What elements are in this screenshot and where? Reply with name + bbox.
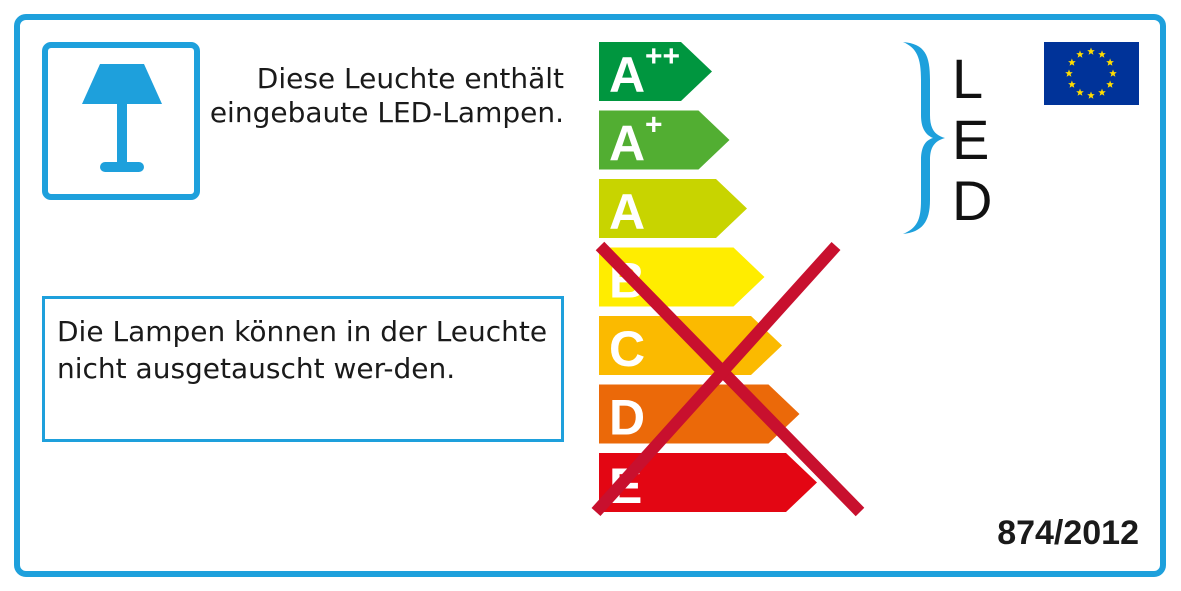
led-letter: E — [952, 108, 990, 171]
class-letter: A — [609, 47, 645, 103]
arrow-shape — [599, 453, 817, 512]
cross-out-mark — [591, 241, 865, 517]
class-superscript: ++ — [645, 40, 680, 73]
regulation-number: 874/2012 — [997, 514, 1139, 552]
class-letter: C — [609, 321, 645, 377]
led-letter: D — [952, 169, 993, 232]
arrow-shape — [599, 42, 712, 101]
intro-text: Diese Leuchte enthält eingebaute LED-Lam… — [209, 62, 564, 129]
class-superscript: + — [645, 109, 663, 142]
star-icon — [1076, 88, 1084, 96]
star-icon — [1068, 80, 1076, 88]
table-lamp-icon — [82, 64, 162, 172]
class-letter: A — [609, 116, 645, 172]
arrow-shape — [599, 110, 730, 170]
star-icon — [1109, 69, 1117, 77]
star-icon — [1068, 58, 1076, 66]
energy-class-arrow: A + — [599, 109, 730, 172]
label-frame — [14, 14, 1166, 577]
arrow-shape — [599, 179, 747, 238]
energy-class-arrow: A — [599, 179, 747, 240]
class-letter: A — [609, 184, 645, 240]
star-icon — [1065, 69, 1073, 77]
energy-class-arrow: A ++ — [599, 40, 712, 103]
star-icon — [1106, 58, 1114, 66]
star-icon — [1106, 80, 1114, 88]
led-letter: L — [952, 47, 984, 110]
star-icon — [1098, 88, 1106, 96]
star-icon — [1087, 91, 1095, 99]
star-icon — [1098, 50, 1106, 58]
star-icon — [1076, 50, 1084, 58]
class-letter: D — [609, 390, 645, 446]
star-icon — [1087, 47, 1095, 55]
led-text: L E D — [952, 48, 1012, 231]
note-text: Die Lampen können in der Leuchte nicht a… — [57, 315, 548, 385]
lamp-icon-box — [42, 42, 200, 200]
note-box: Die Lampen können in der Leuchte nicht a… — [42, 296, 564, 442]
